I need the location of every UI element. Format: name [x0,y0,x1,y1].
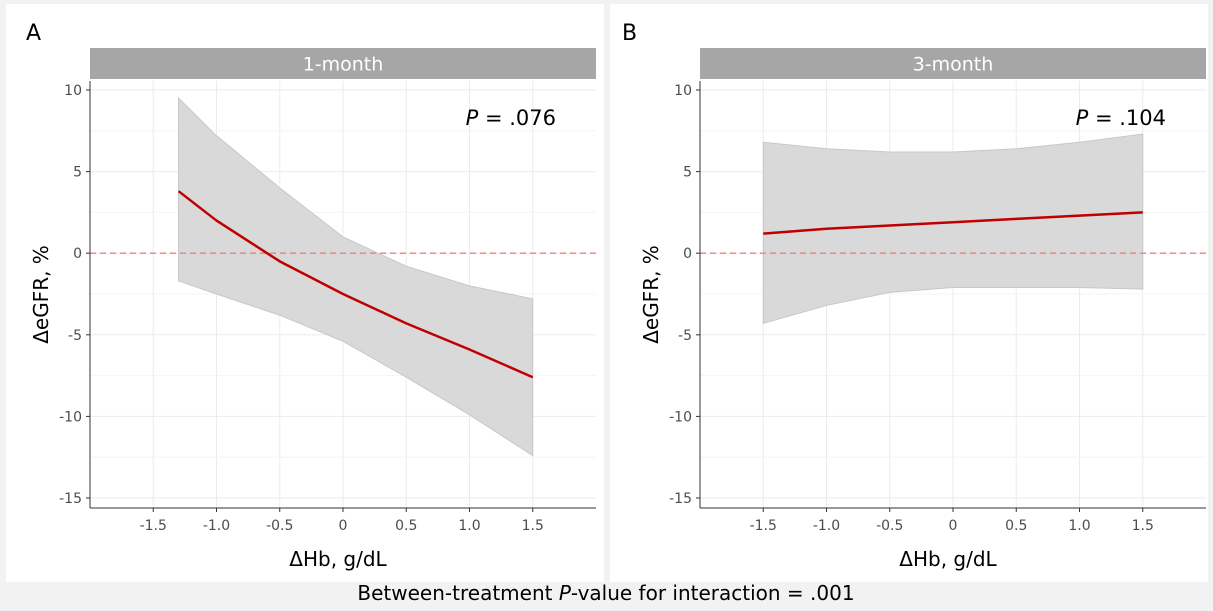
p-value-annotation: P = .076 [466,106,556,130]
x-tick-label: 1.5 [1132,518,1154,534]
chart-panel-b: -15 -10 -5 0 5 10 -1.5 -1.0 -0.5 0 0.5 1.0 1.5 3-mont… [622,21,1206,571]
series-line [763,211,1143,235]
panel-title: 3-month [913,54,994,76]
y-tick-label: -10 [59,409,82,425]
x-tick-label: -1.5 [140,518,167,534]
y-tick-label: -10 [669,409,692,425]
x-tick-label: 0 [339,518,348,534]
confidence-band [178,96,534,457]
x-tick-label: -1.0 [203,518,230,534]
y-tick-label: 10 [674,83,692,99]
x-tick-label: -1.5 [750,518,777,534]
y-tick-label: -15 [669,491,692,507]
p-value-annotation: P = .104 [1076,106,1166,130]
chart-panel-a: -15 -10 -5 0 5 10 -1.5 -1.0 -0.5 0 0.5 1.0 1.5 1-mont… [26,21,596,571]
panel-letter: B [622,21,637,46]
panel-background-b [610,4,1208,582]
y-tick-label: -15 [59,491,82,507]
y-tick-label: -5 [678,328,692,344]
y-tick-label: 10 [64,83,82,99]
x-tick-label: -0.5 [266,518,293,534]
panel-letter: A [26,21,41,46]
x-tick-label: -1.0 [813,518,840,534]
x-axis-label: ΔHb, g/dL [289,547,387,571]
x-tick-label: 0.5 [395,518,417,534]
y-tick-label: -5 [68,328,82,344]
x-tick-label: 1.0 [458,518,480,534]
panel-strip [700,48,1206,79]
footer-caption: Between-treatment P-value for interactio… [357,581,854,605]
y-axis-label: ΔeGFR, % [29,245,53,344]
series-line [177,190,534,379]
x-tick-label: 0.5 [1005,518,1027,534]
x-tick-label: 1.0 [1068,518,1090,534]
confidence-band [762,133,1144,325]
x-axis-label: ΔHb, g/dL [899,547,997,571]
y-axis-label: ΔeGFR, % [639,245,663,344]
y-tick-label: 5 [683,165,692,181]
y-tick-label: 0 [683,246,692,262]
panel-title: 1-month [303,54,384,76]
x-tick-label: 1.5 [522,518,544,534]
y-tick-label: 5 [73,165,82,181]
panel-strip [90,48,596,79]
x-tick-label: 0 [949,518,958,534]
x-tick-label: -0.5 [876,518,903,534]
y-tick-label: 0 [73,246,82,262]
